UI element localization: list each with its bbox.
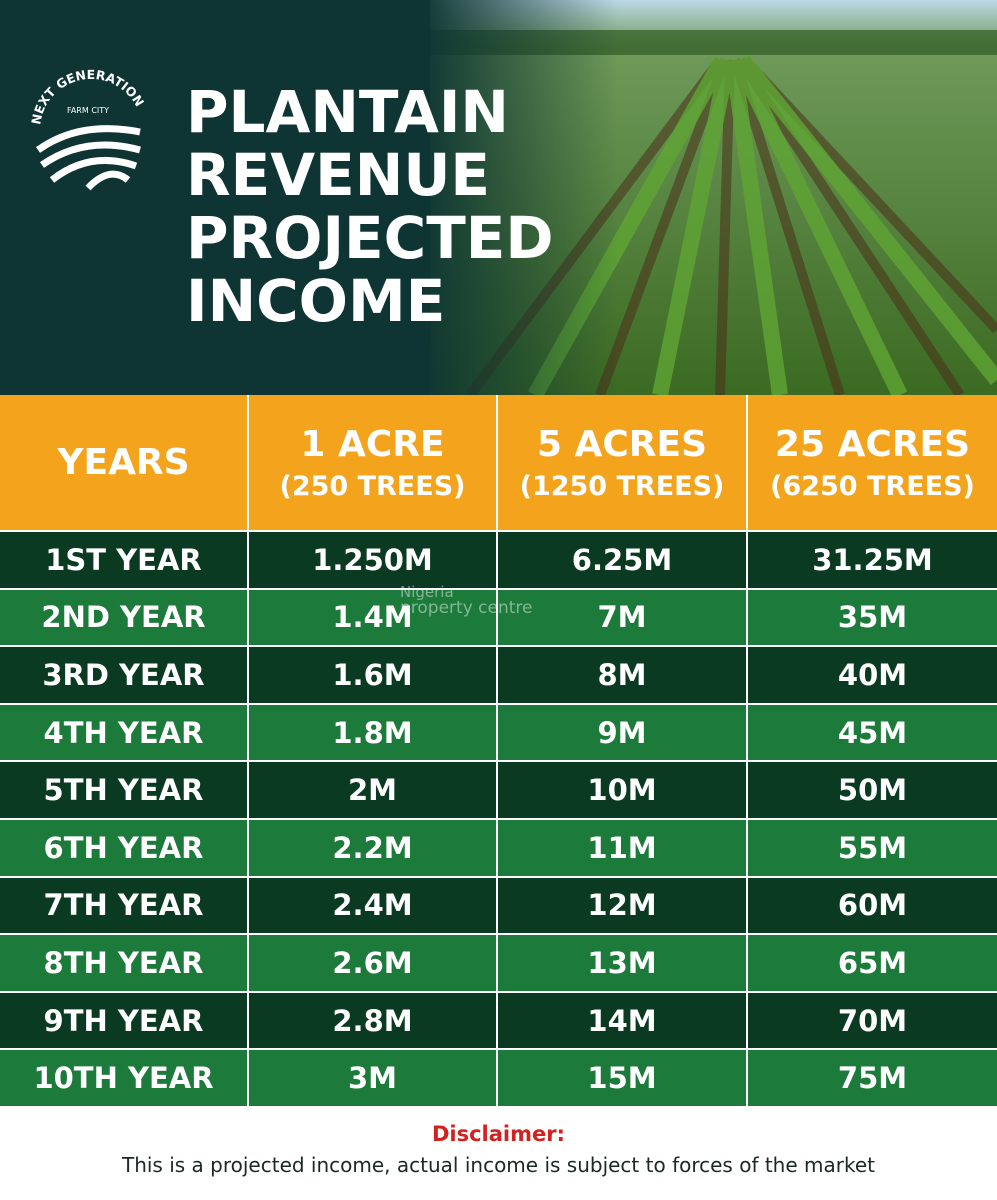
- column-subtitle: (1250 TREES): [519, 470, 725, 502]
- table-cell: 55M: [748, 820, 997, 876]
- watermark-text: Nigeria: [400, 583, 454, 601]
- table-cell: 2.4M: [249, 877, 496, 934]
- watermark: Nigeria property centre: [400, 583, 533, 618]
- table-cell: 9M: [498, 704, 746, 761]
- table-cell: 3M: [249, 1050, 496, 1106]
- column-title: 1 ACRE: [300, 423, 445, 465]
- header-cell: 25 ACRES (6250 TREES): [748, 395, 997, 530]
- table-cell: 7TH YEAR: [0, 877, 247, 934]
- column-title: YEARS: [57, 442, 190, 483]
- table-cell: 31.25M: [748, 532, 997, 588]
- table-cell: 3RD YEAR: [0, 647, 247, 703]
- table-cell: 65M: [748, 935, 997, 991]
- table-cell: 75M: [748, 1050, 997, 1106]
- brand-sub: FARM CITY: [67, 106, 109, 115]
- table-cell: 35M: [748, 589, 997, 646]
- table-cell: 2M: [249, 762, 496, 818]
- table-cell: 2.8M: [249, 992, 496, 1049]
- title-line: INCOME: [186, 267, 446, 335]
- disclaimer-label: Disclaimer:: [431, 1122, 566, 1146]
- table-cell: 1.250M: [249, 532, 496, 588]
- table-cell: 5TH YEAR: [0, 762, 247, 818]
- table-cell: 15M: [498, 1050, 746, 1106]
- table-cell: 2ND YEAR: [0, 589, 247, 646]
- table-cell: 7M: [498, 589, 746, 646]
- table-cell: 1.4M: [249, 589, 496, 646]
- header-banner: NEXT GENERATION FARM CITY: [0, 0, 997, 395]
- table-cell: 2.2M: [249, 820, 496, 876]
- table-cell: 6TH YEAR: [0, 820, 247, 876]
- table-cell: 8TH YEAR: [0, 935, 247, 991]
- header-cell: YEARS: [0, 395, 247, 530]
- column-title: 5 ACRES: [536, 423, 708, 465]
- table-cell: 12M: [498, 877, 746, 934]
- table-cell: 11M: [498, 820, 746, 876]
- column-subtitle: (250 TREES): [279, 470, 466, 502]
- table-cell: 60M: [748, 877, 997, 934]
- table-cell: 50M: [748, 762, 997, 818]
- disclaimer-text: This is a projected income, actual incom…: [121, 1153, 875, 1177]
- table-cell: 14M: [498, 992, 746, 1049]
- header-cell: 5 ACRES (1250 TREES): [498, 395, 746, 530]
- title-line: REVENUE: [186, 141, 491, 209]
- table-cell: 6.25M: [498, 532, 746, 588]
- table-cell: 1ST YEAR: [0, 532, 247, 588]
- header-cell: 1 ACRE (250 TREES): [249, 395, 496, 530]
- watermark-text: property centre: [400, 598, 533, 618]
- table-cell: 8M: [498, 647, 746, 703]
- table-cell: 1.6M: [249, 647, 496, 703]
- column-title: 25 ACRES: [774, 423, 971, 465]
- table-cell: 2.6M: [249, 935, 496, 991]
- title-line: PROJECTED: [186, 204, 554, 272]
- table-cell: 10TH YEAR: [0, 1050, 247, 1106]
- table-cell: 13M: [498, 935, 746, 991]
- table-cell: 70M: [748, 992, 997, 1049]
- table-cell: 1.8M: [249, 704, 496, 761]
- table-cell: 9TH YEAR: [0, 992, 247, 1049]
- title-line: PLANTAIN: [186, 78, 509, 146]
- table-cell: 40M: [748, 647, 997, 703]
- table-cell: 10M: [498, 762, 746, 818]
- table-cell: 4TH YEAR: [0, 704, 247, 761]
- column-subtitle: (6250 TREES): [770, 470, 975, 502]
- table-cell: 45M: [748, 704, 997, 761]
